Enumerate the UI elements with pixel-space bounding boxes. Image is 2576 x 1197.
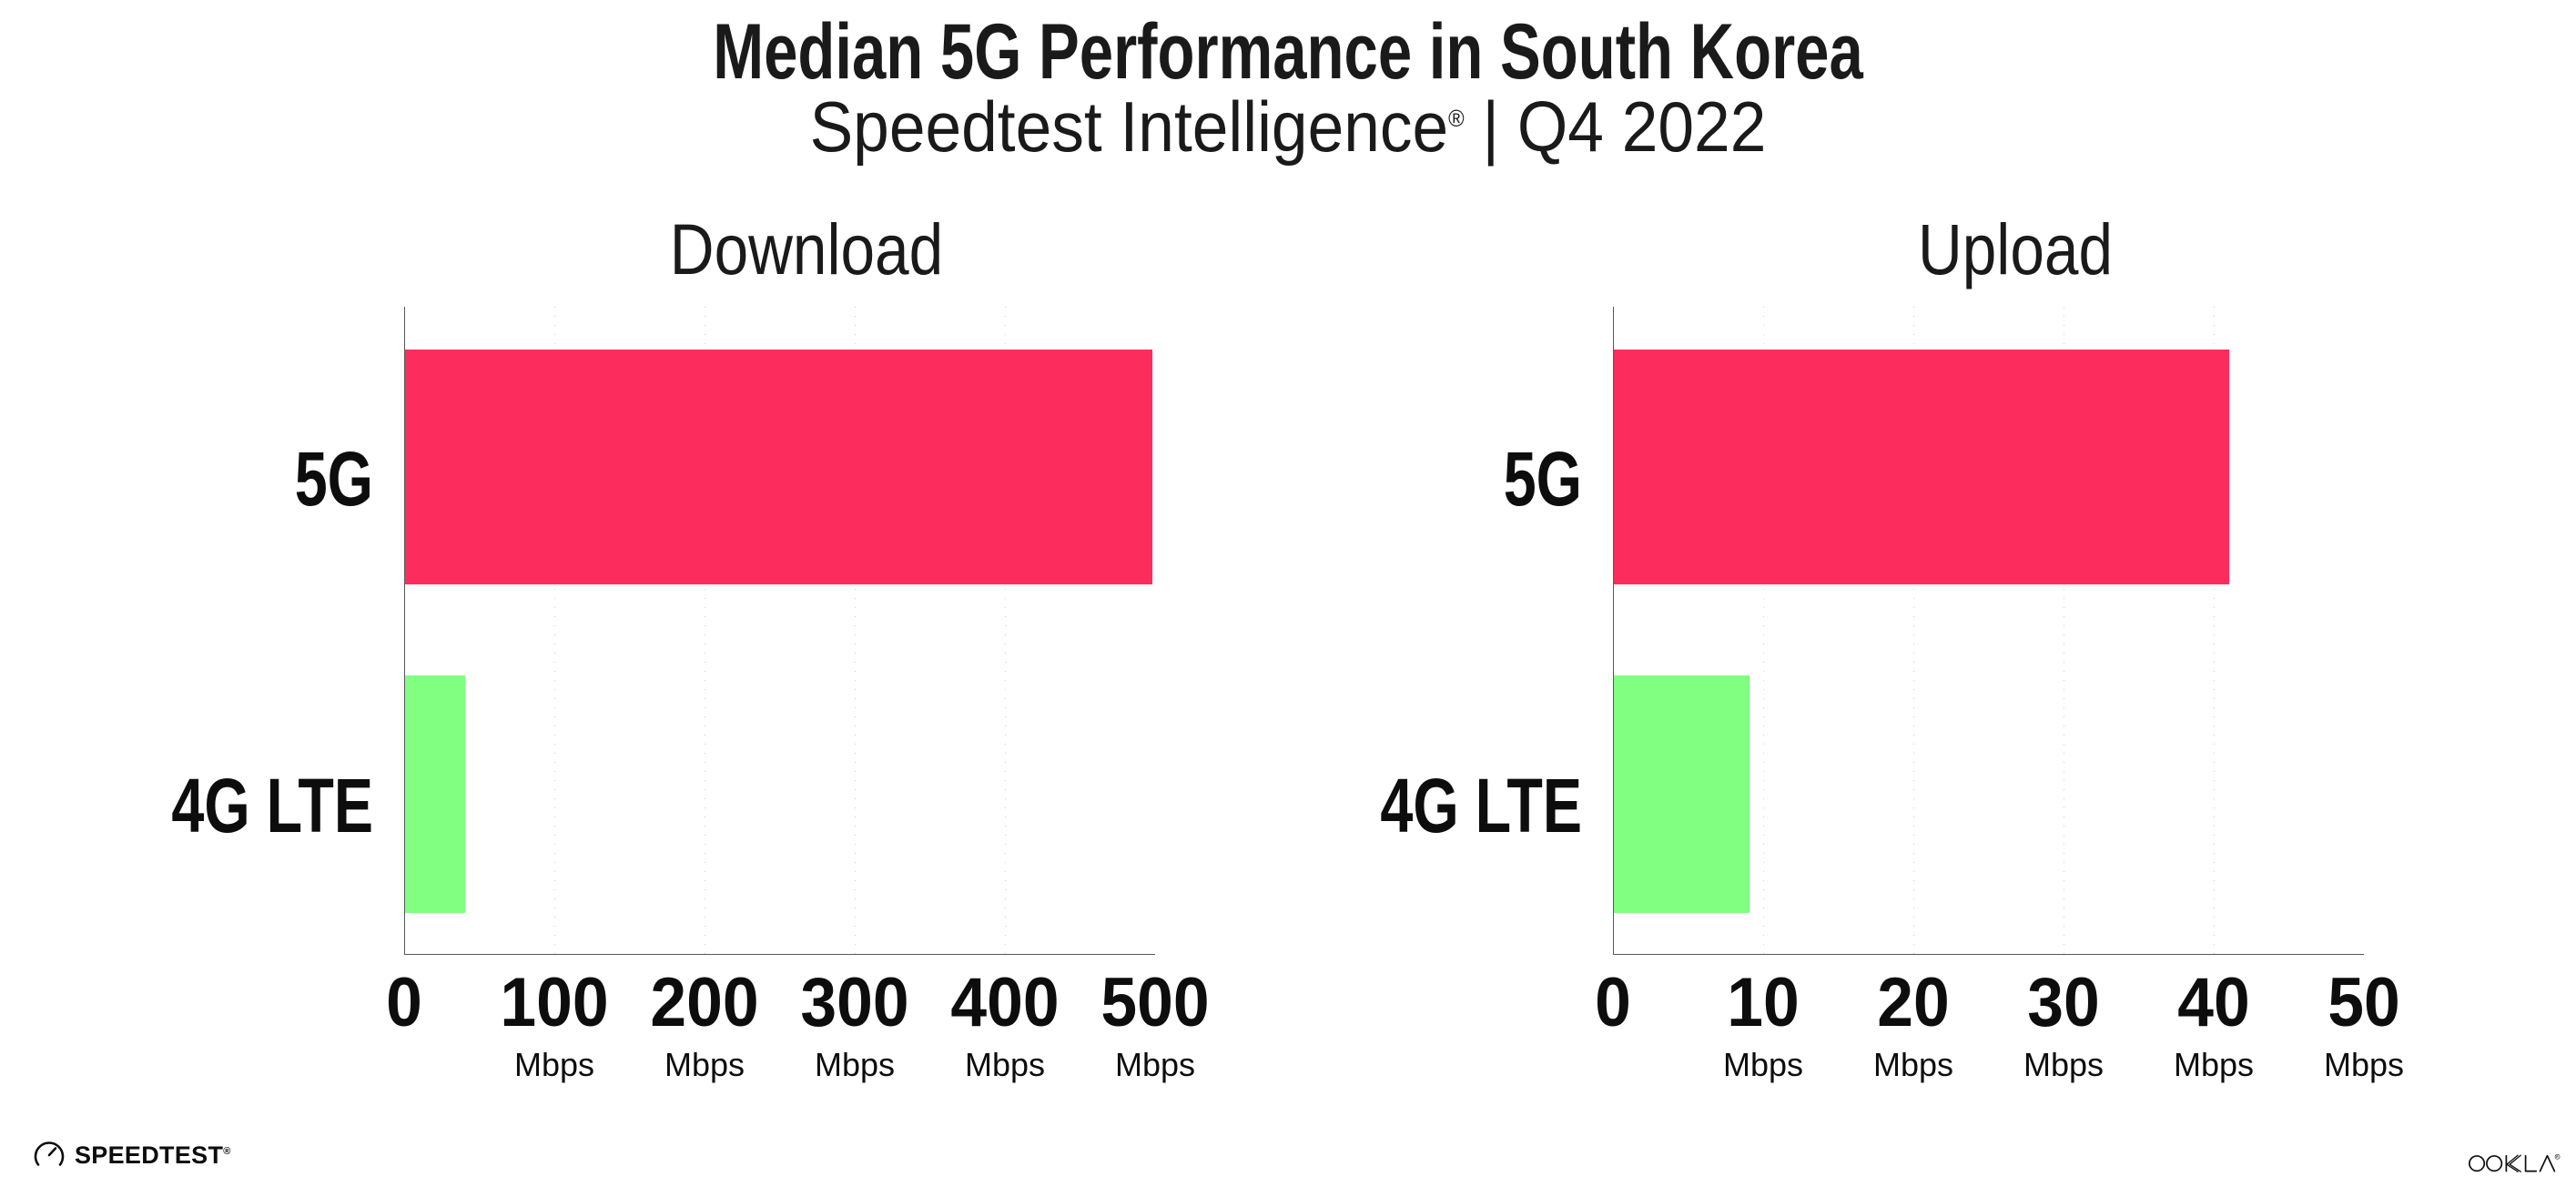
svg-text:R: R (2556, 1155, 2559, 1159)
